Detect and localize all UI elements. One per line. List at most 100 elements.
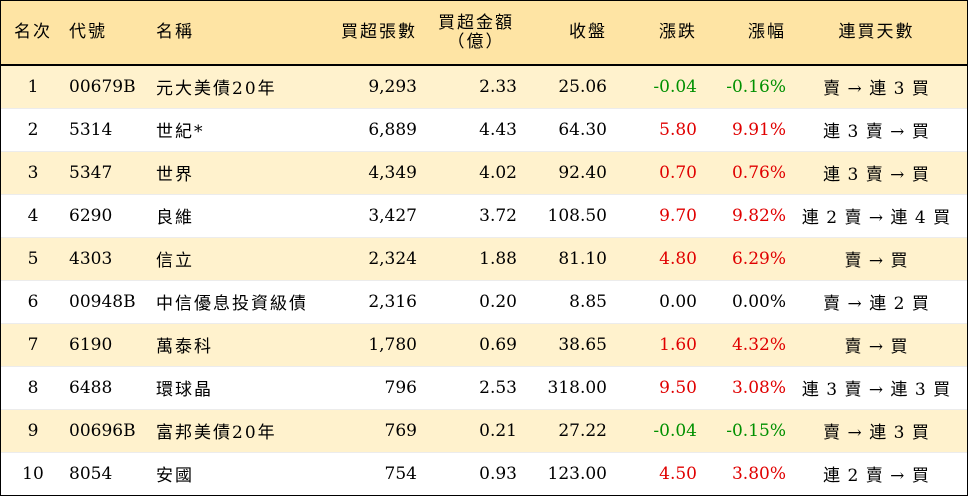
cell-change: 0.70: [607, 150, 697, 194]
table-row[interactable]: 4 6290 良維 3,427 3.72 108.50 9.70 9.82% 連 2 賣 → 連…: [1, 193, 967, 237]
cell-change-pct: 9.91%: [697, 107, 786, 151]
cell-change-pct: 0.76%: [697, 150, 786, 194]
cell-consecutive-days: 賣 → 連 2 買: [786, 279, 967, 323]
header-change[interactable]: 漲跌: [607, 1, 697, 66]
cell-net-buy-volume: 796: [305, 365, 417, 409]
cell-change-pct: -0.16%: [726, 76, 786, 97]
cell-change-pct: 3.08%: [697, 365, 786, 409]
cell-code: 6488: [65, 365, 150, 409]
cell-net-buy-amount: 0.93: [417, 451, 517, 495]
header-net-buy-volume[interactable]: 買超張數: [305, 1, 417, 66]
cell-change: 5.80: [607, 107, 697, 151]
cell-consecutive-days: 連 3 賣 → 連 3 買: [786, 365, 967, 409]
cell-name: 萬泰科: [150, 322, 305, 366]
cell-consecutive-days: 賣 → 買: [786, 322, 967, 366]
cell-consecutive-days: 連 3 賣 → 買: [786, 150, 967, 194]
table-row[interactable]: 10 8054 安國 754 0.93 123.00 4.50 3.80% 連 2 賣 → 買: [1, 451, 967, 495]
cell-rank: 3: [1, 150, 65, 194]
cell-change: 9.50: [607, 365, 697, 409]
header-code[interactable]: 代號: [65, 1, 150, 66]
cell-net-buy-volume: 754: [305, 451, 417, 495]
cell-name: 世紀*: [150, 107, 305, 151]
cell-change: -0.04: [607, 408, 697, 452]
cell-rank: 1: [27, 76, 39, 97]
cell-net-buy-amount: 2.53: [417, 365, 517, 409]
cell-rank: 7: [1, 322, 65, 366]
cell-net-buy-amount: 0.69: [417, 322, 517, 366]
cell-net-buy-volume: 769: [305, 408, 417, 452]
cell-net-buy-volume: 4,349: [305, 150, 417, 194]
cell-close: 318.00: [517, 365, 607, 409]
cell-net-buy-amount: 4.02: [417, 150, 517, 194]
cell-rank: 10: [1, 451, 65, 495]
table-row[interactable]: 7 6190 萬泰科 1,780 0.69 38.65 1.60 4.32% 賣 → 買: [1, 322, 967, 366]
table-row[interactable]: 9 00696B 富邦美債20年 769 0.21 27.22 -0.04 -0.15% 賣 →…: [1, 408, 967, 452]
cell-change-pct: 3.80%: [697, 451, 786, 495]
header-name[interactable]: 名稱: [150, 1, 305, 66]
cell-rank: 2: [1, 107, 65, 151]
cell-net-buy-amount: 0.20: [417, 279, 517, 323]
table-row[interactable]: 5 4303 信立 2,324 1.88 81.10 4.80 6.29% 賣 → 買: [1, 236, 967, 280]
cell-change-pct: 4.32%: [697, 322, 786, 366]
cell-code: 5347: [65, 150, 150, 194]
cell-close: 38.65: [517, 322, 607, 366]
header-close[interactable]: 收盤: [517, 1, 607, 66]
cell-net-buy-amount: 3.72: [417, 193, 517, 237]
cell-code: 00696B: [65, 408, 150, 452]
cell-name: 安國: [150, 451, 305, 495]
table-row[interactable]: 8 6488 環球晶 796 2.53 318.00 9.50 3.08% 連 3 賣 → 連 …: [1, 365, 967, 409]
header-rank[interactable]: 名次: [1, 1, 65, 66]
cell-consecutive-days: 賣 → 連 3 買: [786, 408, 967, 452]
cell-rank: 4: [1, 193, 65, 237]
cell-close: 81.10: [517, 236, 607, 280]
cell-consecutive-days: 賣 → 買: [786, 236, 967, 280]
cell-code: 00679B: [69, 76, 136, 97]
cell-consecutive-days: 連 2 賣 → 買: [786, 451, 967, 495]
header-net-buy-amount-unit: （億）: [447, 31, 505, 52]
cell-consecutive-days: 連 3 賣 → 買: [786, 107, 967, 151]
cell-close: 27.22: [517, 408, 607, 452]
cell-name: 世界: [150, 150, 305, 194]
cell-change-pct: 6.29%: [697, 236, 786, 280]
header-net-buy-amount[interactable]: 買超金額 （億）: [417, 1, 517, 66]
cell-code: 5314: [65, 107, 150, 151]
cell-name: 中信優息投資級債: [150, 279, 305, 323]
cell-close: 123.00: [517, 451, 607, 495]
cell-change: 1.60: [607, 322, 697, 366]
cell-name: 元大美債20年: [156, 79, 277, 100]
cell-close: 108.50: [517, 193, 607, 237]
cell-close: 8.85: [517, 279, 607, 323]
cell-code: 6290: [65, 193, 150, 237]
table-row[interactable]: 6 00948B 中信優息投資級債 2,316 0.20 8.85 0.00 0.00% 賣 →…: [1, 279, 967, 323]
cell-change: 9.70: [607, 193, 697, 237]
cell-name: 富邦美債20年: [150, 408, 305, 452]
header-change-pct[interactable]: 漲幅: [697, 1, 786, 66]
cell-net-buy-amount: 1.88: [417, 236, 517, 280]
cell-net-buy-amount: 4.43: [417, 107, 517, 151]
cell-name: 環球晶: [150, 365, 305, 409]
cell-change: 4.50: [607, 451, 697, 495]
cell-rank: 8: [1, 365, 65, 409]
cell-change: 4.80: [607, 236, 697, 280]
cell-net-buy-volume: 2,316: [305, 279, 417, 323]
header-consecutive-days[interactable]: 連買天數: [786, 1, 967, 66]
cell-name: 良維: [150, 193, 305, 237]
cell-rank: 6: [1, 279, 65, 323]
table-row[interactable]: 3 5347 世界 4,349 4.02 92.40 0.70 0.76% 連 3 賣 → 買: [1, 150, 967, 194]
cell-change: -0.04: [653, 76, 697, 97]
cell-code: 00948B: [65, 279, 150, 323]
table-body: 1 00679B 元大美債20年 9,293 2.33 25.06 -0.04 -0.16% 賣…: [1, 65, 967, 495]
cell-net-buy-volume: 2,324: [305, 236, 417, 280]
cell-code: 8054: [65, 451, 150, 495]
cell-rank: 5: [1, 236, 65, 280]
cell-name: 信立: [150, 236, 305, 280]
cell-close: 25.06: [558, 76, 607, 97]
cell-code: 6190: [65, 322, 150, 366]
cell-net-buy-volume: 6,889: [305, 107, 417, 151]
cell-code: 4303: [65, 236, 150, 280]
cell-consecutive-days: 賣 → 連 3 買: [823, 79, 930, 100]
table-row[interactable]: 2 5314 世紀* 6,889 4.43 64.30 5.80 9.91% 連 3 賣 → 買: [1, 107, 967, 151]
table-row[interactable]: 1 00679B 元大美債20年 9,293 2.33 25.06 -0.04 -0.16% 賣…: [1, 65, 967, 108]
